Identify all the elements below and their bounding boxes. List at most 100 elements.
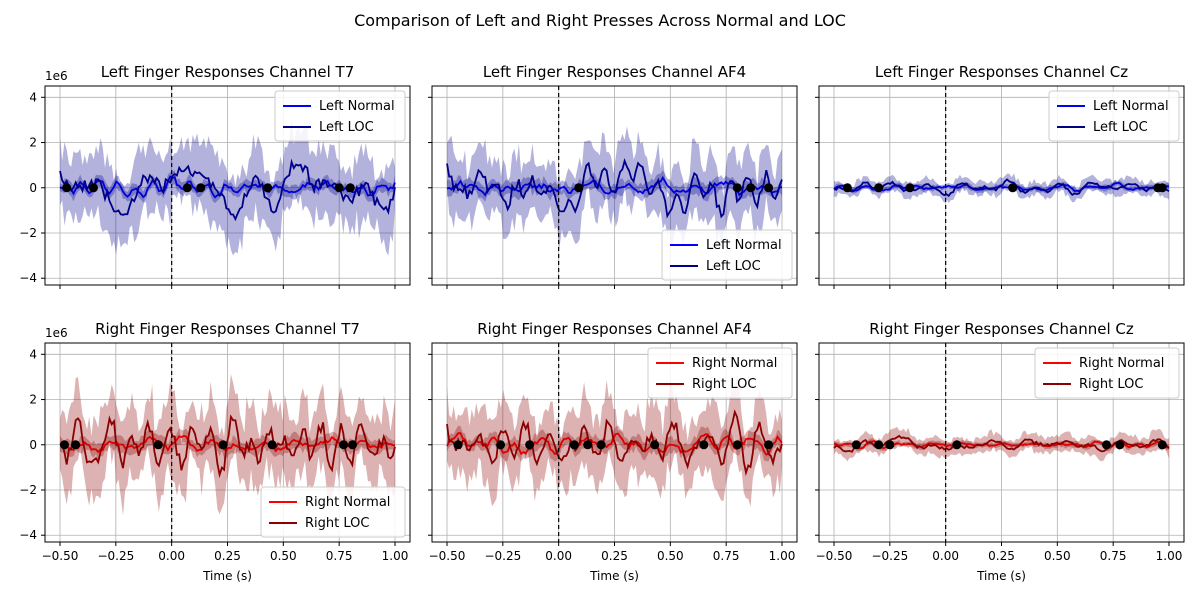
subplot-title: Right Finger Responses Channel AF4 (477, 320, 752, 338)
significance-marker (764, 183, 774, 193)
series-line (833, 178, 1170, 198)
significance-marker (348, 440, 358, 450)
significance-marker (764, 440, 774, 450)
subplot-1: Left Finger Responses Channel T7 −4 −2 0 2 41… (19, 63, 411, 289)
legend-label: Right LOC (1079, 377, 1143, 392)
series-line (446, 432, 783, 456)
x-tick-label: −0.50 (816, 549, 853, 563)
legend-label: Left LOC (1093, 120, 1148, 135)
series-line (446, 409, 783, 477)
subplot-2: Left Finger Responses Channel AF4 Left No… (428, 63, 798, 289)
y-tick-label: 2 (29, 393, 37, 407)
subplot-3: Left Finger Responses Channel Cz Left Nor… (815, 63, 1185, 289)
subplot-title: Left Finger Responses Channel T7 (101, 63, 355, 81)
x-tick-label: 1.00 (1156, 549, 1183, 563)
y-offset-label: 1e6 (45, 69, 68, 83)
x-tick-label: −0.25 (97, 549, 134, 563)
plot-area (59, 374, 396, 516)
significance-marker (339, 440, 349, 450)
legend-box (274, 90, 406, 142)
significance-marker (569, 440, 579, 450)
significance-marker (842, 183, 852, 193)
legend-label: Left Normal (319, 99, 395, 114)
y-tick-label: 0 (29, 181, 37, 195)
significance-marker (596, 440, 606, 450)
legend: Right Normal Right LOC (260, 486, 406, 538)
legend-label: Right LOC (305, 516, 369, 531)
significance-marker (263, 183, 273, 193)
x-tick-label: 0.25 (601, 549, 628, 563)
legend: Left Normal Left LOC (1048, 90, 1180, 142)
confidence-band (447, 126, 782, 251)
significance-marker (1101, 440, 1111, 450)
y-tick-label: 0 (29, 438, 37, 452)
legend: Right Normal Right LOC (1034, 347, 1180, 399)
subplot-title: Right Finger Responses Channel Cz (869, 320, 1134, 338)
x-tick-label: 0.50 (270, 549, 297, 563)
y-offset-label: 1e6 (45, 326, 68, 340)
significance-marker (334, 183, 344, 193)
confidence-band (447, 170, 782, 202)
legend-box (661, 229, 793, 281)
y-tick-label: −2 (19, 483, 37, 497)
significance-marker (583, 440, 593, 450)
y-tick-label: −4 (19, 271, 37, 285)
plot-area (446, 373, 783, 507)
significance-marker (525, 440, 535, 450)
x-tick-label: 0.75 (1100, 549, 1127, 563)
significance-marker (71, 440, 81, 450)
significance-marker (851, 440, 861, 450)
x-tick-label: 0.00 (545, 549, 572, 563)
legend: Left Normal Left LOC (661, 229, 793, 281)
significance-marker (732, 440, 742, 450)
significance-marker (345, 183, 355, 193)
significance-marker (59, 440, 69, 450)
significance-marker (874, 183, 884, 193)
y-tick-label: 4 (29, 347, 37, 361)
confidence-band (834, 173, 1169, 204)
significance-marker (182, 183, 192, 193)
legend-label: Left LOC (319, 120, 374, 135)
series-line (446, 158, 783, 219)
plot-area (833, 173, 1170, 204)
significance-marker (574, 183, 584, 193)
subplot-4: Right Finger Responses Channel T7 −0.50 −0… (19, 320, 411, 583)
significance-marker (1157, 183, 1167, 193)
x-tick-label: 1.00 (382, 549, 409, 563)
significance-marker (1115, 440, 1125, 450)
significance-marker (153, 440, 163, 450)
significance-marker (267, 440, 277, 450)
legend-label: Left LOC (706, 259, 761, 274)
subplot-title: Left Finger Responses Channel AF4 (483, 63, 746, 81)
x-tick-label: 0.00 (158, 549, 185, 563)
x-tick-label: −0.50 (429, 549, 466, 563)
significance-marker (496, 440, 506, 450)
subplot-title: Left Finger Responses Channel Cz (875, 63, 1128, 81)
x-tick-label: −0.25 (871, 549, 908, 563)
legend-label: Right LOC (692, 377, 756, 392)
y-tick-label: −2 (19, 226, 37, 240)
x-axis-label: Time (s) (202, 569, 252, 583)
significance-marker (62, 183, 72, 193)
y-tick-label: 4 (29, 90, 37, 104)
x-tick-label: 0.50 (657, 549, 684, 563)
series-line (833, 181, 1170, 193)
significance-marker (746, 183, 756, 193)
significance-marker (885, 440, 895, 450)
significance-marker (453, 440, 463, 450)
plot-area (833, 426, 1170, 462)
y-tick-label: −4 (19, 528, 37, 542)
legend-label: Left Normal (706, 238, 782, 253)
x-tick-label: 1.00 (769, 549, 796, 563)
x-tick-label: 0.00 (932, 549, 959, 563)
legend-box (260, 486, 406, 538)
significance-marker (196, 183, 206, 193)
significance-marker (952, 440, 962, 450)
legend-label: Left Normal (1093, 99, 1169, 114)
significance-marker (905, 183, 915, 193)
significance-marker (89, 183, 98, 193)
legend-label: Right Normal (692, 356, 777, 371)
significance-marker (650, 440, 660, 450)
series-line (59, 414, 396, 479)
x-axis-label: Time (s) (976, 569, 1026, 583)
